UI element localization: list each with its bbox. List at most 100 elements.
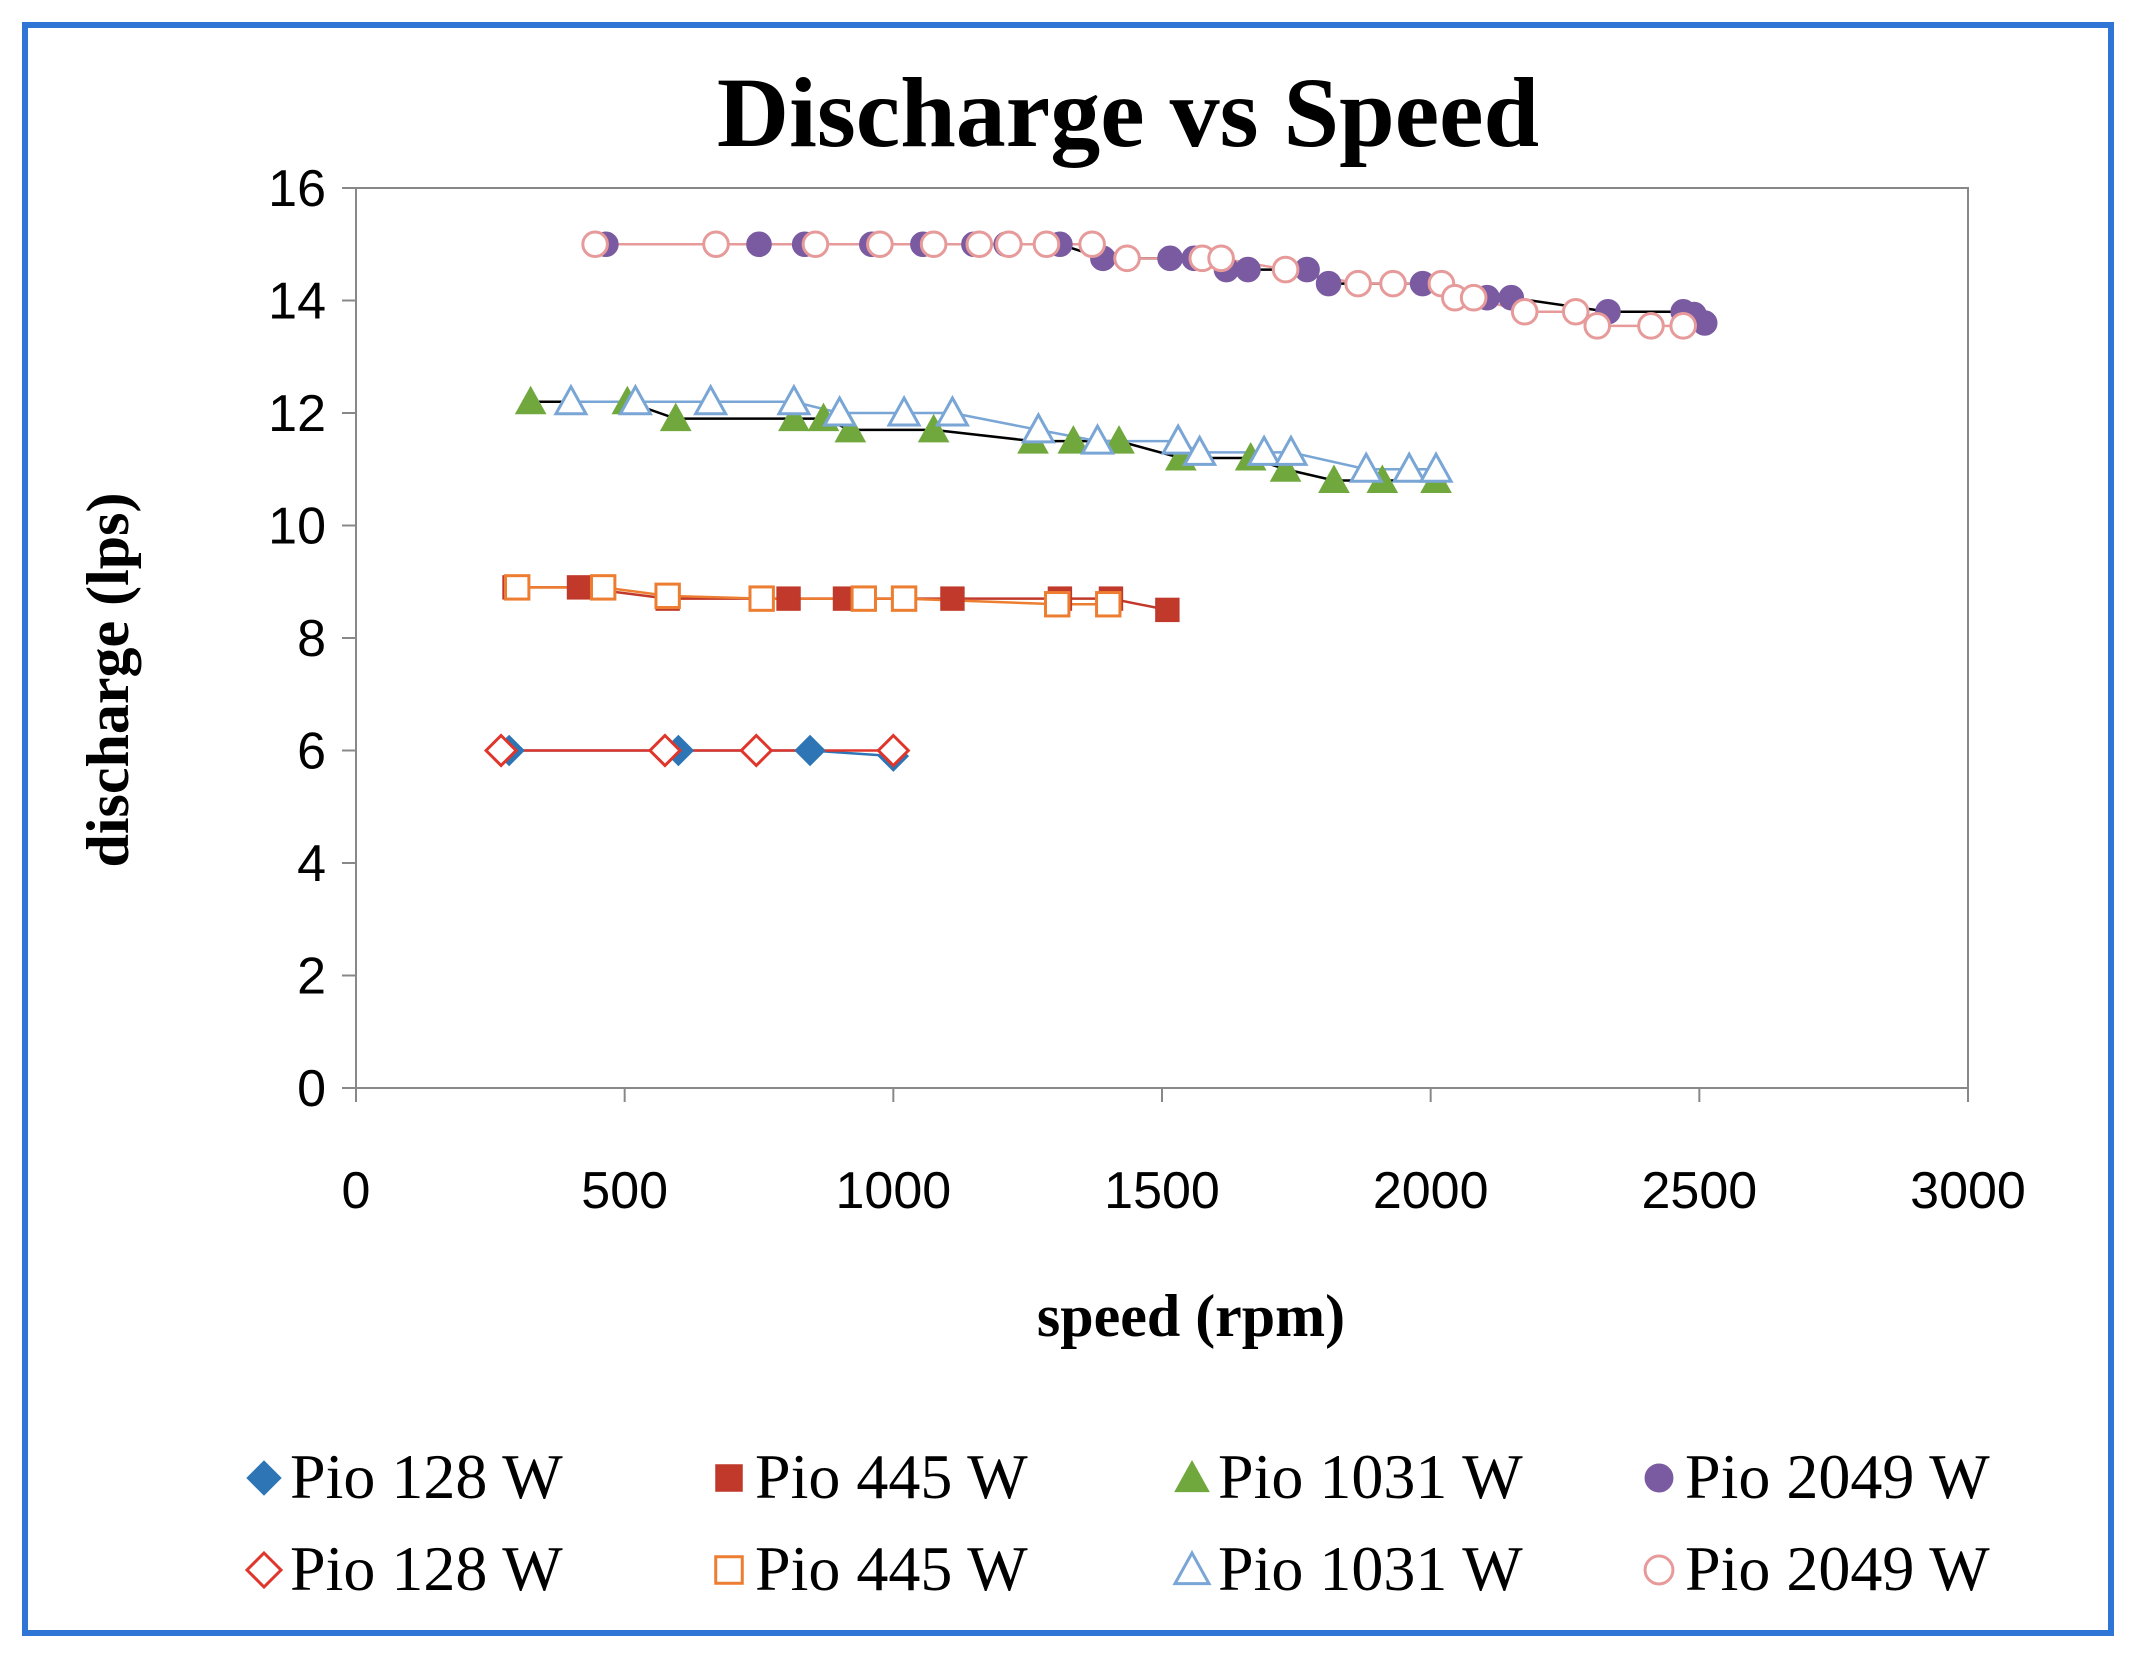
- y-tick-label: 12: [268, 385, 326, 443]
- legend-marker-6: [1172, 1549, 1212, 1586]
- data-point-1-8: [1155, 597, 1180, 623]
- y-tick-label: 16: [268, 160, 326, 218]
- data-point-3-9: [1157, 245, 1183, 272]
- data-point-7-11: [1207, 244, 1235, 273]
- data-point-7-4: [919, 230, 948, 259]
- data-point-6-15: [1418, 451, 1454, 483]
- plot-area: [355, 187, 1969, 1089]
- data-point-2-13: [1318, 464, 1350, 493]
- legend-label: Pio 1031 W: [1218, 1441, 1523, 1512]
- x-tick-label: 500: [581, 1162, 668, 1220]
- legend-marker-0: [246, 1460, 282, 1496]
- data-point-7-5: [965, 230, 994, 259]
- data-point-5-5: [890, 585, 918, 612]
- data-point-1-5: [940, 586, 965, 611]
- chart-canvas: Discharge vs Speed speed (rpm) discharge…: [75, 57, 2026, 1604]
- data-point-2-6: [917, 413, 950, 443]
- data-point-5-3: [748, 585, 775, 612]
- chart-frame: Discharge vs Speed speed (rpm) discharge…: [22, 22, 2114, 1636]
- data-point-7-8: [1078, 230, 1106, 259]
- data-point-7-20: [1583, 312, 1612, 340]
- y-tick-label: 2: [297, 948, 326, 1006]
- data-point-2-3: [778, 402, 810, 432]
- data-point-7-6: [995, 230, 1023, 259]
- legend-marker-1: [715, 1464, 743, 1492]
- data-point-7-12: [1271, 255, 1300, 284]
- data-point-7-18: [1510, 297, 1539, 326]
- legend-label: Pio 128 W: [290, 1533, 563, 1604]
- data-point-6-1: [617, 383, 653, 416]
- data-point-6-11: [1246, 434, 1282, 466]
- data-point-3-12: [1235, 256, 1261, 283]
- data-point-1-3: [776, 586, 801, 611]
- x-tick-label: 2000: [1373, 1162, 1489, 1220]
- data-point-6-14: [1391, 451, 1427, 483]
- data-point-0-2: [794, 734, 826, 767]
- data-point-6-10: [1182, 434, 1218, 466]
- data-point-2-0: [514, 385, 547, 415]
- data-point-4-2: [739, 733, 774, 768]
- chart-title: Discharge vs Speed: [717, 57, 1539, 168]
- data-point-5-0: [504, 574, 531, 601]
- data-point-7-17: [1459, 283, 1488, 312]
- data-point-5-1: [589, 574, 617, 601]
- data-point-5-4: [850, 585, 877, 612]
- data-point-7-22: [1669, 312, 1698, 340]
- data-point-7-2: [801, 230, 830, 259]
- y-axis-title: discharge (lps): [75, 493, 141, 868]
- data-point-2-12: [1269, 453, 1302, 482]
- legend-label: Pio 128 W: [290, 1441, 563, 1512]
- legend-label: Pio 2049 W: [1685, 1441, 1990, 1512]
- data-point-4-0: [483, 733, 519, 768]
- x-tick-label: 1000: [835, 1162, 951, 1220]
- y-tick-label: 0: [297, 1060, 326, 1118]
- legend-label: Pio 1031 W: [1218, 1533, 1523, 1604]
- data-point-6-12: [1273, 434, 1309, 466]
- data-point-6-8: [1079, 423, 1116, 455]
- y-tick-label: 4: [297, 835, 326, 893]
- series-markers: [483, 230, 1718, 772]
- y-tick-label: 14: [268, 273, 326, 331]
- x-tick-label: 0: [342, 1162, 371, 1220]
- data-point-2-2: [659, 402, 692, 432]
- data-point-6-2: [693, 383, 729, 416]
- data-point-7-1: [702, 230, 730, 259]
- x-axis-title: speed (rpm): [1037, 1283, 1345, 1349]
- legend-marker-7: [1643, 1554, 1675, 1586]
- data-point-6-4: [822, 394, 858, 427]
- data-point-6-3: [776, 383, 812, 416]
- data-point-7-14: [1379, 269, 1407, 298]
- legend-marker-5: [714, 1555, 744, 1585]
- legend-marker-3: [1644, 1463, 1674, 1493]
- y-tick-label: 10: [268, 498, 326, 556]
- data-point-6-6: [934, 394, 970, 427]
- data-point-2-9: [1103, 425, 1135, 454]
- data-point-7-21: [1637, 312, 1665, 340]
- data-point-5-6: [1044, 591, 1071, 618]
- data-point-7-3: [866, 230, 894, 259]
- data-point-7-7: [1032, 230, 1061, 259]
- axes: 0 2 4 6 8 10 12 14 16 0 500 1000 1500 2000 2500 3000: [268, 160, 2026, 1220]
- legend-marker-2: [1174, 1459, 1210, 1493]
- legend-label: Pio 445 W: [755, 1441, 1028, 1512]
- data-point-2-5: [834, 413, 867, 443]
- data-point-7-9: [1113, 244, 1141, 273]
- data-point-6-0: [553, 383, 589, 416]
- data-point-5-2: [654, 582, 681, 610]
- x-tick-label: 3000: [1910, 1162, 2026, 1220]
- legend: Pio 128 W Pio 445 W Pio 1031 W Pio 2049 W Pi…: [244, 1441, 1990, 1604]
- data-point-4-3: [876, 733, 911, 768]
- legend-marker-4: [244, 1550, 284, 1590]
- data-point-7-19: [1561, 297, 1590, 326]
- x-tick-label: 1500: [1104, 1162, 1220, 1220]
- data-point-4-1: [647, 733, 683, 768]
- data-point-6-5: [886, 394, 922, 427]
- y-tick-label: 6: [297, 723, 326, 781]
- legend-label: Pio 445 W: [755, 1533, 1028, 1604]
- data-point-3-1: [746, 231, 772, 258]
- data-point-7-13: [1344, 269, 1372, 298]
- data-point-3-14: [1315, 270, 1342, 297]
- y-tick-label: 8: [297, 610, 326, 668]
- data-point-5-7: [1095, 591, 1122, 618]
- legend-label: Pio 2049 W: [1685, 1533, 1990, 1604]
